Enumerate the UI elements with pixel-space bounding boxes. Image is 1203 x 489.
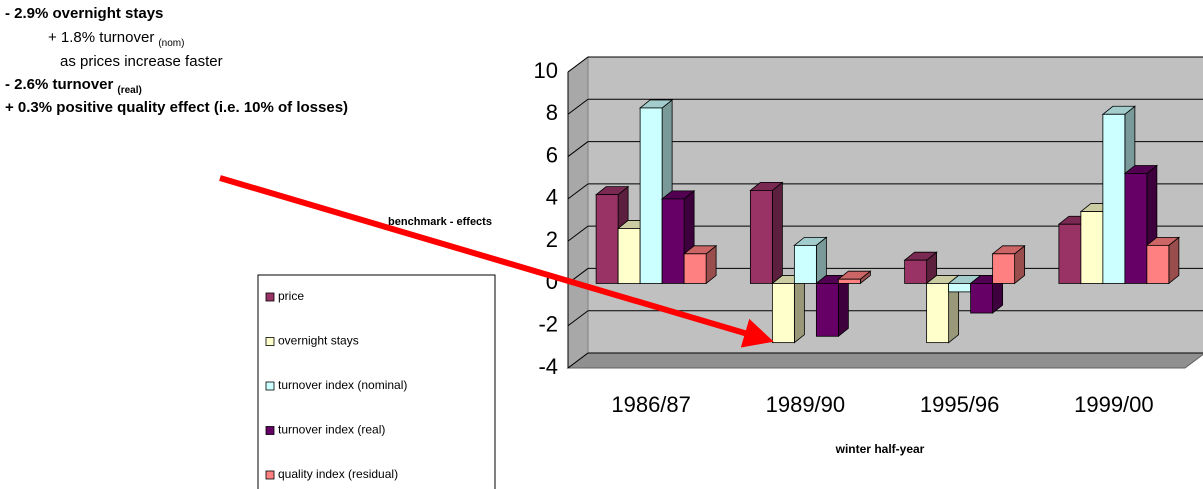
bar	[948, 283, 972, 293]
bar	[1102, 113, 1126, 284]
bar	[595, 194, 619, 284]
legend-swatch	[265, 292, 275, 302]
arrow	[219, 175, 774, 348]
bar	[1146, 244, 1170, 284]
grid-line-side	[567, 225, 589, 242]
legend-label: price	[278, 289, 304, 303]
marks: 1986/87 1989/90 1995/96 1999/00	[594, 99, 1181, 417]
y-tick-label: 2	[546, 227, 558, 252]
grid-line-side	[567, 183, 589, 200]
bar	[1058, 223, 1082, 284]
bar	[926, 283, 950, 344]
bar	[771, 283, 795, 344]
bar	[837, 278, 861, 284]
side-wall	[567, 56, 589, 369]
annotation-text: as prices increase faster	[60, 53, 223, 70]
legend-label: overnight stays	[278, 334, 359, 348]
legend-swatch	[265, 381, 275, 391]
bar	[617, 228, 641, 284]
bar	[793, 244, 817, 284]
bar	[1080, 211, 1104, 284]
bar	[815, 283, 839, 337]
grid-line-side	[567, 352, 589, 369]
bar-side	[793, 274, 805, 344]
legend-box	[257, 274, 496, 489]
legend-label: turnover index (real)	[278, 423, 385, 437]
bar	[639, 107, 663, 284]
legend-swatch	[265, 426, 275, 435]
annotation-text: + 0.3% positive quality effect (i.e. 10%…	[5, 99, 348, 116]
bar	[1124, 173, 1148, 284]
bar	[683, 253, 707, 284]
annotation-sub: (real)	[117, 85, 141, 96]
legend-label: turnover index (nominal)	[278, 378, 407, 392]
y-tick-label: 10	[534, 58, 558, 83]
x-tick-label: 1986/87	[611, 392, 691, 417]
y-tick-label: 6	[546, 142, 558, 167]
bar	[992, 253, 1016, 284]
x-tick-label: 1989/90	[766, 392, 846, 417]
annotation-sub: (nom)	[158, 38, 184, 49]
annotations: - 2.9% overnight stays + 1.8% turnover (no…	[5, 5, 348, 116]
legend-label: quality index (residual)	[278, 467, 398, 481]
bar	[661, 198, 685, 284]
x-tick-label: 1995/96	[920, 392, 1000, 417]
grid-line-side	[567, 141, 589, 157]
x-tick-label: 1999/00	[1074, 392, 1154, 417]
y-tick-label: -4	[538, 354, 558, 379]
annotation: - 2.6% turnover (real)	[5, 76, 142, 96]
y-tick-label: 4	[546, 185, 558, 210]
legend-swatch	[265, 470, 275, 480]
bar	[904, 259, 928, 284]
x-axis-title: winter half-year	[835, 442, 925, 456]
bar	[749, 189, 773, 284]
annotation: as prices increase faster	[60, 53, 223, 70]
annotation: - 2.9% overnight stays	[5, 5, 163, 22]
annotation-text: - 2.6% turnover	[5, 76, 114, 93]
annotation: + 1.8% turnover (nom)	[48, 29, 184, 49]
y-tick-label: 8	[546, 100, 558, 125]
bar-side	[837, 274, 849, 338]
annotation: + 0.3% positive quality effect (i.e. 10%…	[5, 99, 348, 116]
floor	[566, 352, 1203, 369]
grid-line-side	[567, 56, 589, 73]
grid-line-side	[567, 310, 589, 327]
annotation-text: - 2.9% overnight stays	[5, 5, 163, 22]
grid-line-side	[567, 98, 589, 115]
legend-swatch	[265, 337, 275, 346]
y-tick-label: -2	[538, 312, 558, 337]
bar-side	[771, 181, 783, 285]
bar	[970, 283, 994, 314]
annotation-text: + 1.8% turnover	[48, 29, 154, 46]
y-axis-title: benchmark - effects	[388, 216, 492, 228]
legend: price overnight stays turnover index (nomi…	[265, 289, 407, 481]
